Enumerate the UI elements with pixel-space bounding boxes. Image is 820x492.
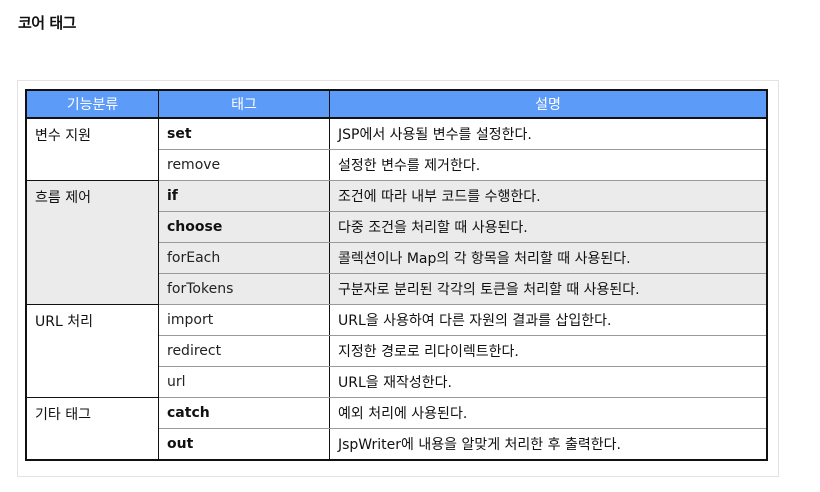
header-tag: 태그 (158, 89, 330, 119)
table-row: 기타 태그 catch 예외 처리에 사용된다. (25, 397, 768, 461)
tag-name: set (167, 126, 192, 142)
table-row: remove 설정한 변수를 제거한다. (26, 149, 768, 181)
table-row: choose 다중 조건을 처리할 때 사용된다. (26, 211, 768, 243)
table-row: out JspWriter에 내용을 알맞게 처리한 후 출력한다. (26, 428, 768, 461)
tag-name: forTokens (167, 281, 234, 297)
tag-cell: import (158, 304, 330, 336)
table-body: 변수 지원 set JSP에서 사용될 변수를 설정한다. remove 설정한 변수를… (25, 117, 768, 461)
tag-cell: set (158, 117, 330, 150)
description-cell: 조건에 따라 내부 코드를 수행한다. (329, 180, 768, 212)
tag-cell: forTokens (158, 273, 330, 305)
table-row: forEach 콜렉션이나 Map의 각 항목을 처리할 때 사용된다. (26, 242, 768, 274)
tag-name: import (167, 312, 214, 328)
table-row: 흐름 제어 if 조건에 따라 내부 코드를 수행한다. (25, 180, 768, 305)
tag-name: redirect (167, 343, 222, 359)
description-cell: URL을 재작성한다. (329, 366, 768, 398)
description-cell: JSP에서 사용될 변수를 설정한다. (329, 117, 768, 150)
category-cell: URL 처리 (25, 304, 159, 398)
tag-cell: remove (158, 149, 330, 181)
table-row: URL 처리 import URL을 사용하여 다른 자원의 결과를 삽입한다. (25, 304, 768, 398)
page-title: 코어 태그 (18, 14, 76, 32)
tag-cell: out (158, 428, 330, 461)
category-cell: 흐름 제어 (25, 180, 159, 305)
tag-name: forEach (167, 250, 221, 266)
tag-name: out (167, 436, 194, 452)
tag-cell: catch (158, 397, 330, 429)
description-cell: 예외 처리에 사용된다. (329, 397, 768, 429)
table-header-row: 기능분류 태그 설명 (25, 89, 768, 119)
table-row: forTokens 구분자로 분리된 각각의 토큰을 처리할 때 사용된다. (26, 273, 768, 305)
table-frame: 기능분류 태그 설명 변수 지원 set JSP에서 사용될 변수를 설정한다. re… (17, 80, 779, 477)
table-row: redirect 지정한 경로로 리다이렉트한다. (26, 335, 768, 367)
category-cell: 기타 태그 (25, 397, 159, 461)
tag-cell: choose (158, 211, 330, 243)
description-cell: JspWriter에 내용을 알맞게 처리한 후 출력한다. (329, 428, 768, 461)
core-tags-table: 기능분류 태그 설명 변수 지원 set JSP에서 사용될 변수를 설정한다. re… (25, 89, 768, 461)
tag-cell: url (158, 366, 330, 398)
tag-cell: if (158, 180, 330, 212)
description-cell: 구분자로 분리된 각각의 토큰을 처리할 때 사용된다. (329, 273, 768, 305)
tag-name: url (167, 374, 186, 390)
tag-name: if (167, 188, 178, 204)
tag-cell: redirect (158, 335, 330, 367)
description-cell: 다중 조건을 처리할 때 사용된다. (329, 211, 768, 243)
description-cell: 지정한 경로로 리다이렉트한다. (329, 335, 768, 367)
description-cell: 설정한 변수를 제거한다. (329, 149, 768, 181)
description-cell: URL을 사용하여 다른 자원의 결과를 삽입한다. (329, 304, 768, 336)
table-row: url URL을 재작성한다. (26, 366, 768, 398)
header-description: 설명 (329, 89, 768, 119)
tag-cell: forEach (158, 242, 330, 274)
tag-name: catch (167, 405, 210, 421)
category-cell: 변수 지원 (25, 117, 159, 181)
description-cell: 콜렉션이나 Map의 각 항목을 처리할 때 사용된다. (329, 242, 768, 274)
header-category: 기능분류 (25, 89, 159, 119)
table-row: 변수 지원 set JSP에서 사용될 변수를 설정한다. (25, 117, 768, 181)
tag-name: remove (167, 157, 221, 173)
tag-name: choose (167, 219, 223, 235)
